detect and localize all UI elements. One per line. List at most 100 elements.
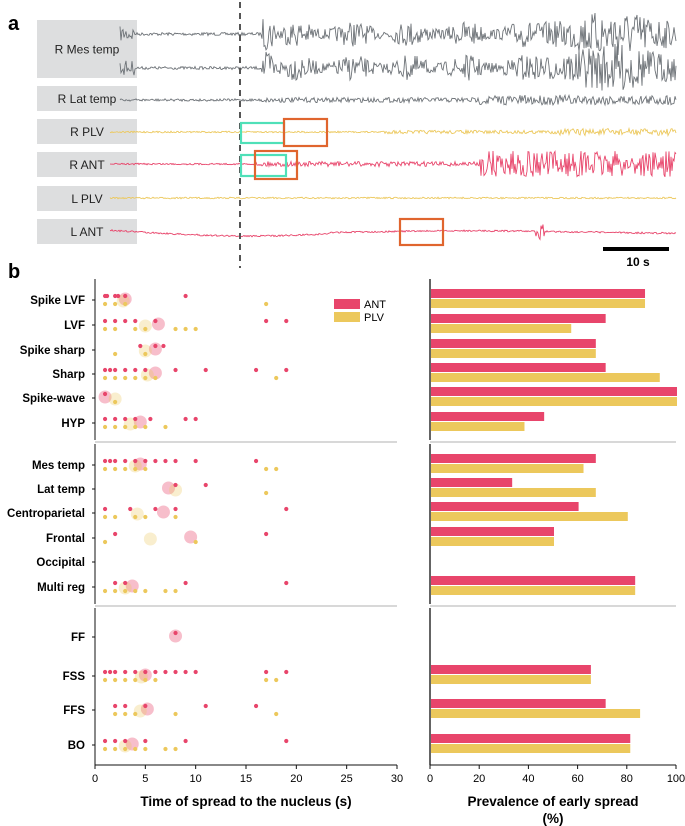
point-ant-sharp [203, 367, 208, 373]
point-ant-multi-reg [123, 580, 128, 586]
category-label-sharp: Sharp [52, 369, 85, 381]
category-label-multi-reg: Multi reg [37, 582, 85, 594]
point-plv-sharp [123, 375, 128, 381]
point-plv-fss [274, 677, 279, 683]
bar-ant-fss [431, 665, 591, 674]
point-ant-fss [133, 669, 138, 675]
point-ant-fss [143, 669, 148, 675]
mean-marker-ant-spike-wave [98, 390, 112, 404]
point-ant-lvf [123, 318, 128, 324]
panel-b-charts: b 0 5 10 15 20 25 30 Time of spread to the nucl… [7, 261, 685, 826]
point-ant-centroparietal [284, 506, 289, 512]
point-ant-sharp [284, 367, 289, 373]
point-plv-lat-temp [264, 490, 269, 496]
point-plv-multi-reg [173, 588, 178, 594]
mean-marker-ant-lat-temp [161, 481, 175, 495]
bar-ant-sharp [431, 363, 606, 372]
point-ant-mes-temp [163, 458, 168, 464]
point-plv-fss [113, 677, 118, 683]
bar-plv-ffs [431, 709, 641, 718]
point-ant-multi-reg [183, 580, 188, 586]
bar-plv-lvf [431, 324, 572, 333]
bar-plv-sharp [431, 373, 660, 382]
point-plv-bo [133, 746, 138, 752]
point-ant-hyp [113, 416, 118, 422]
point-ant-fss [264, 669, 269, 675]
point-plv-multi-reg [143, 588, 148, 594]
point-ant-sharp [123, 367, 128, 373]
point-ant-spike-lvf [113, 293, 118, 299]
point-plv-centroparietal [143, 514, 148, 520]
point-ant-multi-reg [284, 580, 289, 586]
mean-marker-ant-spike-lvf [118, 292, 132, 306]
point-ant-lat-temp [173, 482, 178, 488]
bar-ant-spike-wave [431, 387, 677, 396]
point-ant-mes-temp [253, 458, 259, 464]
bar-plv-mes-temp [431, 464, 584, 473]
bar-plv-spike-sharp [431, 349, 596, 358]
point-ant-ffs [203, 703, 208, 709]
point-ant-bo [113, 738, 118, 744]
point-ant-bo [143, 738, 148, 744]
bar-ant-lvf [431, 314, 606, 323]
point-plv-hyp [163, 424, 168, 430]
point-ant-fss [183, 669, 188, 675]
legend-label-ant: ANT [364, 299, 386, 311]
bar-x-tick-label: 80 [621, 773, 633, 785]
point-ant-ffs [253, 703, 259, 709]
category-label-bo: BO [68, 740, 85, 752]
scatter-x-tick-label: 30 [391, 773, 403, 785]
point-plv-bo [163, 746, 168, 752]
category-label-fss: FSS [63, 671, 86, 683]
point-ant-hyp [193, 416, 198, 422]
point-plv-lvf [183, 326, 188, 332]
point-plv-bo [113, 746, 118, 752]
point-ant-fss [153, 669, 158, 675]
legend-swatch-plv [334, 312, 360, 322]
point-plv-lvf [143, 326, 148, 332]
mean-marker-ant-ff [169, 629, 183, 643]
point-plv-fss [102, 677, 108, 683]
point-plv-multi-reg [123, 588, 128, 594]
point-ant-mes-temp [123, 458, 128, 464]
point-plv-frontal [102, 539, 108, 545]
point-ant-hyp [123, 416, 128, 422]
category-label-frontal: Frontal [46, 533, 85, 545]
bar-plv-frontal [431, 537, 554, 546]
point-plv-hyp [123, 424, 128, 430]
point-plv-multi-reg [102, 588, 108, 594]
eeg-trace-r-plv [109, 126, 677, 138]
point-ant-bo [102, 738, 108, 744]
point-plv-lvf [133, 326, 138, 332]
point-ant-sharp [173, 367, 178, 373]
point-ant-mes-temp [108, 458, 113, 464]
point-ant-ffs [123, 703, 128, 709]
point-plv-spike-lvf [102, 301, 108, 307]
point-ant-sharp [253, 367, 259, 373]
point-ant-lat-temp [203, 482, 208, 488]
point-ant-lvf [102, 318, 108, 324]
mean-marker-ant-fss [138, 668, 152, 682]
scatter-x-tick-label: 25 [341, 773, 353, 785]
point-ant-fss [113, 669, 118, 675]
point-plv-ffs [133, 711, 138, 717]
category-label-occipital: Occipital [36, 557, 85, 569]
point-ant-spike-wave [102, 391, 108, 397]
point-ant-frontal [264, 531, 269, 537]
channel-label-box [37, 119, 137, 144]
point-plv-frontal [193, 539, 198, 545]
point-ant-sharp [102, 367, 108, 373]
channel-label-r-mes-temp: R Mes temp [55, 43, 120, 57]
point-plv-lvf [173, 326, 178, 332]
point-ant-fss [163, 669, 168, 675]
panel-b-letter: b [8, 261, 20, 283]
point-ant-lvf [264, 318, 269, 324]
point-ant-spike-lvf [123, 293, 128, 299]
point-plv-mes-temp [264, 466, 269, 472]
point-ant-hyp [133, 416, 138, 422]
point-plv-lvf [102, 326, 108, 332]
l-ant-spread-box [398, 217, 445, 247]
point-ant-hyp [183, 416, 188, 422]
point-ant-lvf [284, 318, 289, 324]
bar-ant-spike-lvf [431, 289, 646, 298]
